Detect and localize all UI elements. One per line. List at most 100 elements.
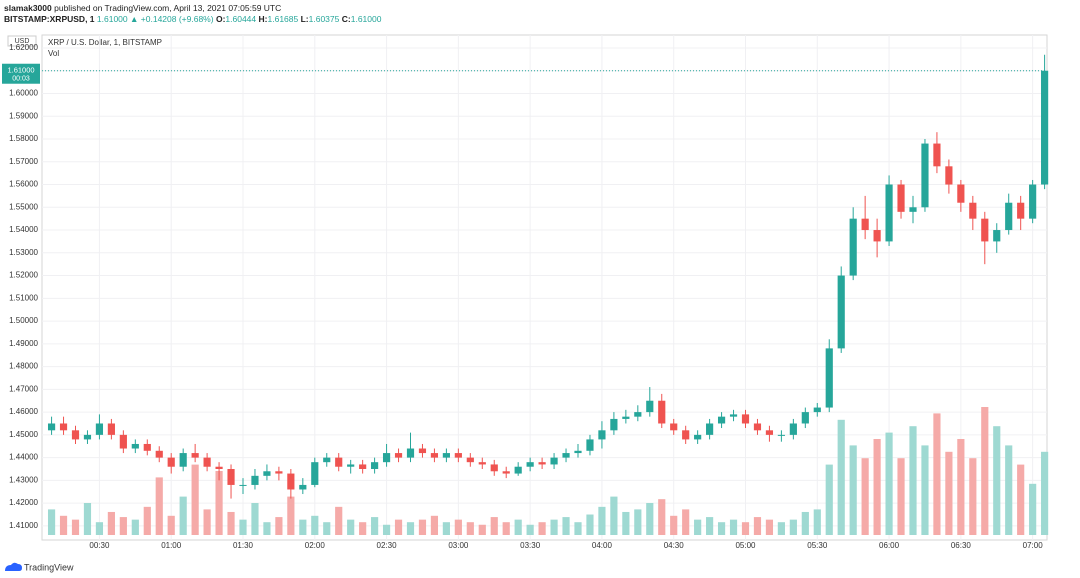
candle-body xyxy=(359,464,367,470)
candle-body xyxy=(263,471,271,476)
volume-bar xyxy=(957,439,965,535)
volume-bar xyxy=(454,519,462,535)
candle-body xyxy=(1029,184,1037,219)
y-tick-label: 1.55000 xyxy=(9,202,38,211)
y-tick-label: 1.48000 xyxy=(9,362,38,371)
volume-bar xyxy=(514,519,522,535)
volume-bar xyxy=(945,451,953,535)
y-tick-label: 1.54000 xyxy=(9,225,38,234)
volume-bar xyxy=(299,519,307,535)
volume-bar xyxy=(825,464,833,535)
candle-body xyxy=(825,348,833,408)
volume-bar xyxy=(239,519,247,535)
candle-body xyxy=(430,453,439,458)
x-tick-label: 02:30 xyxy=(377,541,398,550)
volume-bar xyxy=(382,524,391,535)
y-tick-label: 1.57000 xyxy=(9,157,38,166)
volume-bar xyxy=(478,524,486,535)
x-tick-label: 04:00 xyxy=(592,541,613,550)
volume-bar xyxy=(753,517,762,535)
candle-body xyxy=(526,462,534,467)
y-tick-label: 1.60000 xyxy=(9,89,38,98)
x-tick-label: 06:00 xyxy=(879,541,900,550)
candle-body xyxy=(873,230,881,242)
last-price: 1.61000 xyxy=(96,14,128,24)
candle-body xyxy=(299,484,307,490)
x-tick-label: 05:30 xyxy=(807,541,828,550)
y-tick-label: 1.41000 xyxy=(9,521,38,530)
candle-body xyxy=(682,430,690,440)
volume-bar xyxy=(837,419,845,535)
candle-body xyxy=(287,473,295,490)
volume-bar xyxy=(263,522,271,535)
volume-bar xyxy=(311,515,319,535)
candle-body xyxy=(203,457,211,467)
volume-bar xyxy=(729,519,738,535)
candle-body xyxy=(610,418,618,431)
volume-bar xyxy=(777,522,785,535)
volume-bar xyxy=(861,458,869,535)
volume-bar xyxy=(359,522,367,535)
y-tick-label: 1.46000 xyxy=(9,407,38,416)
volume-bar xyxy=(203,509,211,535)
candle-body xyxy=(1005,202,1013,231)
ohlc-label: L: xyxy=(300,14,309,24)
y-tick-label: 1.49000 xyxy=(9,339,38,348)
x-tick-label: 04:30 xyxy=(664,541,685,550)
y-tick-label: 1.44000 xyxy=(9,453,38,462)
candle-body xyxy=(837,275,845,349)
candle-body xyxy=(861,218,869,231)
volume-bar xyxy=(706,517,714,535)
countdown: 00:03 xyxy=(12,76,30,83)
volume-bar xyxy=(993,426,1001,535)
y-tick-label: 1.59000 xyxy=(9,111,38,120)
volume-bar xyxy=(418,519,427,535)
candle-body xyxy=(107,423,115,435)
x-tick-label: 07:00 xyxy=(1023,541,1044,550)
volume-bar xyxy=(849,445,857,535)
y-tick-label: 1.62000 xyxy=(9,43,38,52)
symbol: BITSTAMP:XRPUSD, 1 xyxy=(4,14,95,24)
volume-bar xyxy=(933,413,941,535)
x-tick-label: 03:00 xyxy=(448,541,469,550)
x-tick-label: 05:00 xyxy=(735,541,756,550)
candle-body xyxy=(622,416,630,419)
volume-bar xyxy=(335,506,343,535)
candle-body xyxy=(179,453,187,467)
candle-body xyxy=(885,184,893,242)
volume-bar xyxy=(741,522,750,535)
x-tick-label: 01:00 xyxy=(161,541,182,550)
volume-bar xyxy=(813,509,821,535)
volume-bar xyxy=(1029,483,1037,535)
x-tick-label: 03:30 xyxy=(520,541,541,550)
candle-body xyxy=(466,457,474,463)
currency-box xyxy=(7,35,37,47)
volume-bar xyxy=(538,522,546,535)
candle-body xyxy=(239,484,247,486)
candle-body xyxy=(957,184,965,203)
candle-body xyxy=(275,471,283,474)
chart-title: XRP / U.S. Dollar, 1, BITSTAMP xyxy=(48,38,162,47)
candle-body xyxy=(514,466,522,474)
candle-body xyxy=(335,457,343,467)
x-tick-label: 02:00 xyxy=(305,541,326,550)
volume-bar xyxy=(251,503,259,535)
volume-bar xyxy=(275,517,283,535)
candle-body xyxy=(586,439,594,451)
candle-body xyxy=(406,448,415,458)
candle-body xyxy=(550,457,558,465)
candle-body xyxy=(909,207,917,212)
candle-body xyxy=(969,202,977,219)
volume-bar xyxy=(550,519,558,535)
volume-bar xyxy=(179,496,187,535)
volume-bar xyxy=(717,522,726,535)
volume-bar xyxy=(634,509,642,535)
candle-body xyxy=(143,443,151,451)
volume-bar xyxy=(347,519,355,535)
ohlc-value: 1.60444 xyxy=(225,14,257,24)
volume-bar xyxy=(921,445,929,535)
y-tick-label: 1.42000 xyxy=(9,498,38,507)
volume-bar xyxy=(610,496,618,535)
candle-body xyxy=(993,230,1001,242)
